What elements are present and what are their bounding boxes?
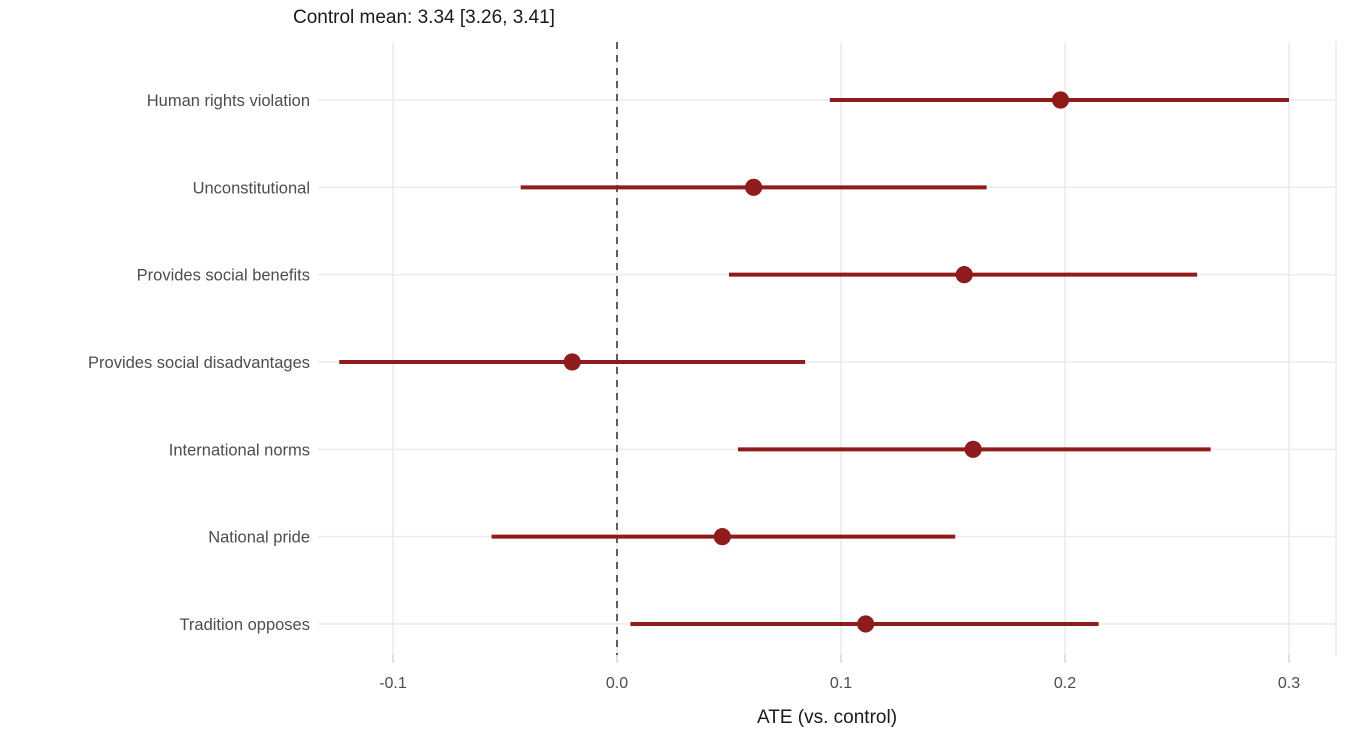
x-tick-label: 0.3: [1278, 675, 1300, 692]
point-estimate: [1051, 91, 1070, 109]
category-label: Provides social disadvantages: [88, 354, 310, 372]
x-tick-label: 0.1: [830, 675, 852, 692]
x-tick-label: -0.1: [379, 675, 407, 692]
point-estimate: [857, 615, 875, 633]
category-label: Unconstitutional: [193, 179, 310, 197]
x-axis-title: ATE (vs. control): [756, 707, 898, 728]
point-estimate: [563, 353, 581, 371]
plot-title: Control mean: 3.34 [3.26, 3.41]: [293, 7, 555, 28]
category-label: National pride: [208, 529, 310, 547]
x-tick-label: 0.2: [1054, 675, 1076, 692]
category-label: Provides social benefits: [137, 267, 310, 285]
category-label: Tradition opposes: [179, 616, 310, 634]
category-label: Human rights violation: [147, 92, 310, 110]
category-label: International norms: [169, 441, 310, 459]
point-estimate: [745, 178, 763, 196]
point-estimate: [713, 528, 731, 546]
point-estimate: [964, 440, 982, 458]
x-tick-label: 0.0: [606, 675, 628, 692]
point-estimate: [955, 266, 973, 284]
